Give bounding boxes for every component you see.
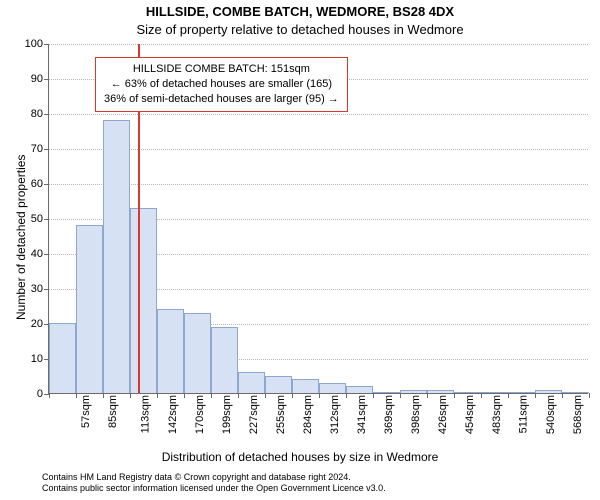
x-tick-label: 199sqm <box>221 395 233 434</box>
histogram-bar <box>292 379 319 393</box>
footer-line-2: Contains public sector information licen… <box>42 483 386 494</box>
histogram-bar <box>184 313 211 394</box>
histogram-bar <box>157 309 184 393</box>
histogram-bar <box>130 208 157 394</box>
x-tick-label: 57sqm <box>80 395 92 428</box>
x-tick-label: 540sqm <box>545 395 557 434</box>
x-tick-label: 255sqm <box>275 395 287 434</box>
y-tick-label: 60 <box>31 178 49 190</box>
x-tick-mark <box>589 393 590 398</box>
x-tick-mark <box>508 393 509 398</box>
histogram-bar <box>346 386 373 393</box>
x-tick-mark <box>238 393 239 398</box>
annotation-line-1: HILLSIDE COMBE BATCH: 151sqm <box>104 62 339 77</box>
histogram-bar <box>49 323 76 393</box>
histogram-bar <box>481 392 508 393</box>
x-tick-mark <box>400 393 401 398</box>
x-tick-mark <box>211 393 212 398</box>
x-tick-label: 511sqm <box>517 395 529 433</box>
x-axis-label: Distribution of detached houses by size … <box>0 450 600 464</box>
x-tick-mark <box>184 393 185 398</box>
x-tick-mark <box>157 393 158 398</box>
x-tick-label: 454sqm <box>464 395 476 434</box>
y-tick-label: 20 <box>31 318 49 330</box>
x-tick-mark <box>49 393 50 398</box>
x-tick-mark <box>319 393 320 398</box>
x-tick-mark <box>346 393 347 398</box>
chart-container: HILLSIDE, COMBE BATCH, WEDMORE, BS28 4DX… <box>0 0 600 500</box>
annotation-line-2: ← 63% of detached houses are smaller (16… <box>104 77 339 92</box>
chart-title: HILLSIDE, COMBE BATCH, WEDMORE, BS28 4DX <box>0 4 600 19</box>
y-tick-label: 80 <box>31 108 49 120</box>
y-tick-label: 50 <box>31 213 49 225</box>
gridline <box>49 44 588 45</box>
x-tick-mark <box>130 393 131 398</box>
chart-subtitle: Size of property relative to detached ho… <box>0 22 600 37</box>
x-tick-mark <box>76 393 77 398</box>
x-tick-mark <box>535 393 536 398</box>
x-tick-label: 369sqm <box>383 395 395 434</box>
footer-line-1: Contains HM Land Registry data © Crown c… <box>42 472 386 483</box>
x-tick-label: 483sqm <box>491 395 503 434</box>
x-tick-label: 284sqm <box>302 395 314 434</box>
x-tick-mark <box>373 393 374 398</box>
annotation-line-3: 36% of semi-detached houses are larger (… <box>104 92 339 107</box>
histogram-bar <box>427 390 454 394</box>
x-tick-mark <box>292 393 293 398</box>
x-tick-label: 341sqm <box>356 395 368 434</box>
x-tick-mark <box>562 393 563 398</box>
histogram-bar <box>562 392 589 393</box>
gridline <box>49 114 588 115</box>
x-tick-mark <box>454 393 455 398</box>
histogram-bar <box>535 390 562 394</box>
y-tick-label: 40 <box>31 248 49 260</box>
y-axis-label: Number of detached properties <box>14 155 28 320</box>
x-tick-mark <box>481 393 482 398</box>
x-tick-label: 426sqm <box>437 395 449 434</box>
x-tick-label: 142sqm <box>167 395 179 434</box>
histogram-bar <box>373 392 400 393</box>
y-tick-label: 10 <box>31 353 49 365</box>
footer-attribution: Contains HM Land Registry data © Crown c… <box>42 472 386 495</box>
plot-area: 010203040506070809010057sqm85sqm113sqm14… <box>48 44 588 394</box>
x-tick-label: 85sqm <box>107 395 119 428</box>
histogram-bar <box>454 392 481 393</box>
y-tick-label: 0 <box>37 388 49 400</box>
histogram-bar <box>238 372 265 393</box>
x-tick-label: 398sqm <box>410 395 422 434</box>
x-tick-label: 312sqm <box>329 395 341 434</box>
histogram-bar <box>265 376 292 394</box>
y-tick-label: 90 <box>31 73 49 85</box>
x-tick-label: 227sqm <box>248 395 260 434</box>
y-tick-label: 100 <box>25 38 49 50</box>
histogram-bar <box>211 327 238 394</box>
histogram-bar <box>400 390 427 394</box>
histogram-bar <box>319 383 346 394</box>
histogram-bar <box>103 120 130 393</box>
histogram-bar <box>508 392 535 393</box>
x-tick-mark <box>265 393 266 398</box>
x-tick-label: 568sqm <box>572 395 584 434</box>
x-tick-label: 113sqm <box>139 395 151 433</box>
x-tick-label: 170sqm <box>194 395 206 434</box>
y-tick-label: 70 <box>31 143 49 155</box>
x-tick-mark <box>103 393 104 398</box>
histogram-bar <box>76 225 103 393</box>
x-tick-mark <box>427 393 428 398</box>
annotation-box: HILLSIDE COMBE BATCH: 151sqm← 63% of det… <box>95 57 348 112</box>
y-tick-label: 30 <box>31 283 49 295</box>
